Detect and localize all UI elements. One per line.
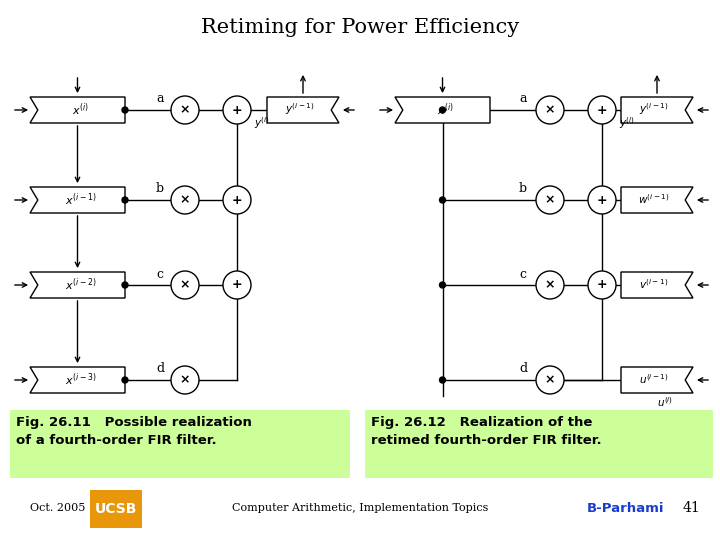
Text: Computer Arithmetic, Implementation Topics: Computer Arithmetic, Implementation Topi… [232,503,488,513]
Text: $u^{(i-1)}$: $u^{(i-1)}$ [639,372,669,386]
Text: Fig. 26.12   Realization of the
retimed fourth-order FIR filter.: Fig. 26.12 Realization of the retimed fo… [371,416,602,447]
Text: d: d [156,362,164,375]
Circle shape [122,377,128,383]
Text: b: b [156,183,164,195]
Text: +: + [597,104,607,117]
Circle shape [171,271,199,299]
Text: Retiming for Power Efficiency: Retiming for Power Efficiency [201,18,519,37]
Text: $x^{(i-1)}$: $x^{(i-1)}$ [65,192,96,208]
Text: $v^{(i-1)}$: $v^{(i-1)}$ [639,277,669,291]
Polygon shape [267,97,339,123]
Text: ×: × [180,374,190,387]
Text: $y^{(i-1)}$: $y^{(i-1)}$ [285,101,315,117]
Text: c: c [156,267,163,280]
Text: $x^{(i-3)}$: $x^{(i-3)}$ [65,372,96,388]
Circle shape [122,197,128,203]
Polygon shape [30,97,125,123]
Text: a: a [519,92,527,105]
Circle shape [588,96,616,124]
Text: $x^{(i)}$: $x^{(i)}$ [72,102,89,118]
Text: $y^{(i)}$: $y^{(i)}$ [254,115,270,131]
Text: +: + [597,193,607,206]
Text: ×: × [545,193,555,206]
Circle shape [439,377,446,383]
Text: ×: × [180,279,190,292]
Text: c: c [520,267,526,280]
Text: Oct. 2005: Oct. 2005 [30,503,86,513]
Circle shape [536,271,564,299]
Text: +: + [597,279,607,292]
Circle shape [536,96,564,124]
Text: ×: × [545,104,555,117]
Text: +: + [232,193,243,206]
Text: ×: × [545,279,555,292]
Text: d: d [519,362,527,375]
Circle shape [439,282,446,288]
Text: b: b [519,183,527,195]
Circle shape [122,107,128,113]
Text: 41: 41 [683,501,700,515]
Circle shape [171,186,199,214]
Polygon shape [30,187,125,213]
Polygon shape [395,97,490,123]
Bar [10,410,350,478]
Circle shape [122,282,128,288]
Polygon shape [30,367,125,393]
Circle shape [171,366,199,394]
Text: $y^{(i)}$: $y^{(i)}$ [619,115,635,131]
Polygon shape [30,272,125,298]
Text: ×: × [180,193,190,206]
Circle shape [223,186,251,214]
Text: $x^{(i)}$: $x^{(i)}$ [437,102,454,118]
Polygon shape [621,187,693,213]
Polygon shape [621,272,693,298]
Text: +: + [232,279,243,292]
Text: ×: × [180,104,190,117]
Text: ×: × [545,374,555,387]
Circle shape [223,96,251,124]
Circle shape [439,197,446,203]
Text: $y^{(i-1)}$: $y^{(i-1)}$ [639,101,669,117]
Text: $w^{(i-1)}$: $w^{(i-1)}$ [638,192,670,206]
Circle shape [536,366,564,394]
Bar [365,410,713,478]
Text: UCSB: UCSB [95,502,138,516]
Circle shape [223,271,251,299]
Polygon shape [621,97,693,123]
Polygon shape [621,367,693,393]
Bar [90,490,142,528]
Text: a: a [156,92,163,105]
Circle shape [588,271,616,299]
Circle shape [536,186,564,214]
Text: $u^{(i)}$: $u^{(i)}$ [657,395,673,409]
Text: $x^{(i-2)}$: $x^{(i-2)}$ [65,276,96,293]
Text: Fig. 26.11   Possible realization
of a fourth-order FIR filter.: Fig. 26.11 Possible realization of a fou… [16,416,252,447]
Circle shape [171,96,199,124]
Text: B-Parhami: B-Parhami [586,502,664,515]
Text: +: + [232,104,243,117]
Circle shape [439,107,446,113]
Circle shape [588,186,616,214]
